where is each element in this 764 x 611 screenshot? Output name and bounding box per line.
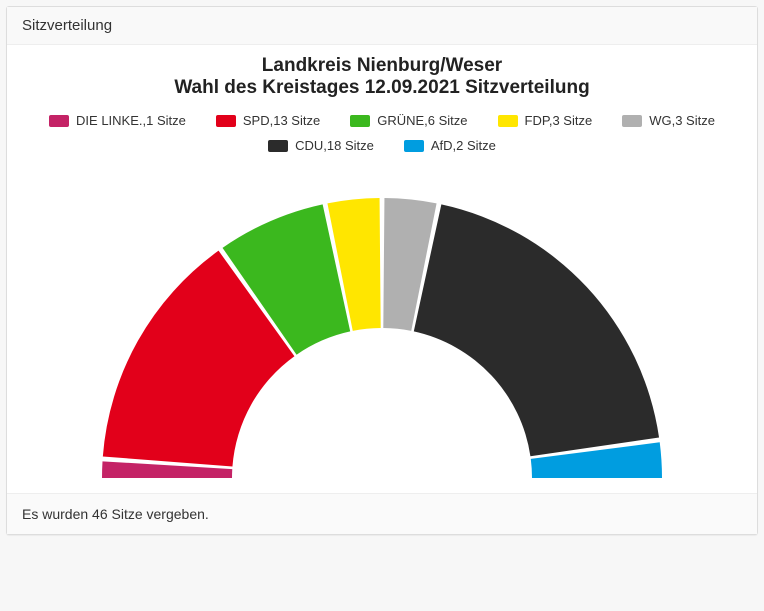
panel-footer-text: Es wurden 46 Sitze vergeben. <box>22 506 209 522</box>
legend-label: CDU,18 Sitze <box>295 138 374 153</box>
legend-label: AfD,2 Sitze <box>431 138 496 153</box>
chart-title-line2: Wahl des Kreistages 12.09.2021 Sitzverte… <box>7 77 757 99</box>
legend-label: SPD,13 Sitze <box>243 113 320 128</box>
legend-swatch <box>350 115 370 127</box>
legend-label: WG,3 Sitze <box>649 113 715 128</box>
legend-item[interactable]: FDP,3 Sitze <box>498 113 593 128</box>
legend-swatch <box>49 115 69 127</box>
legend-label: DIE LINKE.,1 Sitze <box>76 113 186 128</box>
panel-body: Landkreis Nienburg/Weser Wahl des Kreist… <box>7 45 757 493</box>
legend-item[interactable]: CDU,18 Sitze <box>268 138 374 153</box>
legend-item[interactable]: GRÜNE,6 Sitze <box>350 113 467 128</box>
legend-label: GRÜNE,6 Sitze <box>377 113 467 128</box>
legend-swatch <box>622 115 642 127</box>
legend-item[interactable]: AfD,2 Sitze <box>404 138 496 153</box>
chart-title-line1: Landkreis Nienburg/Weser <box>7 55 757 77</box>
panel-footer: Es wurden 46 Sitze vergeben. <box>7 493 757 534</box>
legend-swatch <box>498 115 518 127</box>
legend-label: FDP,3 Sitze <box>525 113 593 128</box>
legend-item[interactable]: WG,3 Sitze <box>622 113 715 128</box>
panel-header: Sitzverteilung <box>7 7 757 45</box>
legend-item[interactable]: SPD,13 Sitze <box>216 113 320 128</box>
seat-distribution-panel: Sitzverteilung Landkreis Nienburg/Weser … <box>6 6 758 535</box>
semicircle-chart <box>62 168 702 488</box>
chart-wrap <box>7 163 757 493</box>
chart-legend: DIE LINKE.,1 Sitze SPD,13 Sitze GRÜNE,6 Si… <box>7 107 757 163</box>
arc-slice[interactable] <box>414 204 659 456</box>
legend-swatch <box>216 115 236 127</box>
legend-swatch <box>268 140 288 152</box>
legend-item[interactable]: DIE LINKE.,1 Sitze <box>49 113 186 128</box>
chart-title-block: Landkreis Nienburg/Weser Wahl des Kreist… <box>7 55 757 99</box>
legend-swatch <box>404 140 424 152</box>
panel-header-text: Sitzverteilung <box>22 17 112 34</box>
